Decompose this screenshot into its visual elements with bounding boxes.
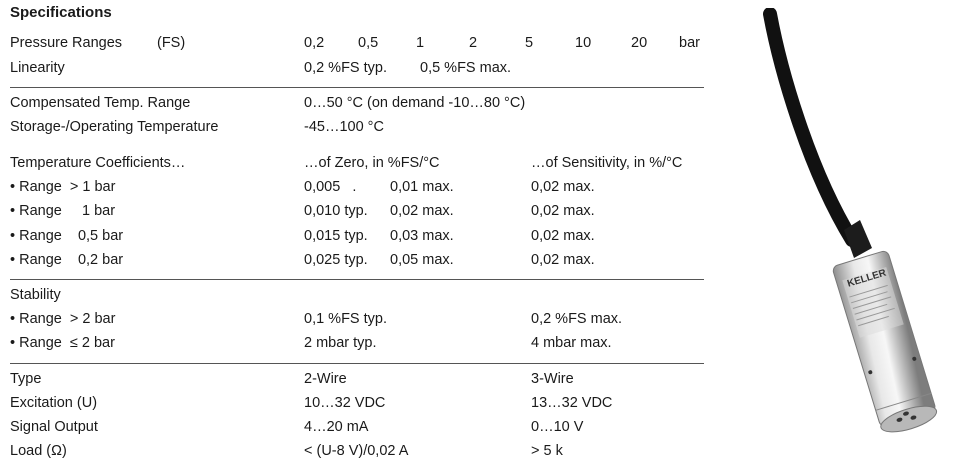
type-label: Type [10, 371, 42, 387]
pressure-unit: bar [679, 35, 700, 51]
excitation-row: Excitation (U) 10…32 VDC 13…32 VDC [10, 395, 710, 417]
type-row: Type 2-Wire 3-Wire [10, 371, 710, 393]
comp-temp-row: Compensated Temp. Range 0…50 °C (on dema… [10, 95, 710, 117]
zero-max: 0,05 max. [390, 252, 454, 268]
pressure-value: 10 [575, 35, 592, 51]
load-2wire: < (U-8 V)/0,02 A [304, 443, 409, 459]
divider [10, 363, 704, 364]
pressure-value: 5 [525, 35, 534, 51]
range-label: • Range 0,5 bar [10, 228, 124, 244]
cable [763, 8, 859, 247]
stability-typ: 2 mbar typ. [304, 335, 377, 351]
sensitivity-max: 0,02 max. [531, 179, 595, 195]
linearity-label: Linearity [10, 60, 65, 76]
storage-temp-row: Storage-/Operating Temperature -45…100 °… [10, 119, 710, 141]
temp-coeff-row: • Range 1 bar 0,010 typ. 0,02 max. 0,02 … [10, 203, 710, 225]
linearity-max: 0,5 %FS max. [420, 60, 512, 76]
type-3wire: 3-Wire [531, 371, 574, 387]
range-label: • Range > 2 bar [10, 311, 116, 327]
pressure-value: 2 [469, 35, 478, 51]
stability-row: • Range > 2 bar 0,1 %FS typ. 0,2 %FS max… [10, 311, 710, 333]
sensitivity-max: 0,02 max. [531, 228, 595, 244]
pressure-fs-label: (FS) [157, 35, 186, 51]
range-label: • Range 1 bar [10, 203, 116, 219]
page-title: Specifications [10, 4, 112, 21]
pressure-value: 0,5 [358, 35, 379, 51]
divider [10, 87, 704, 88]
stability-max: 0,2 %FS max. [531, 311, 623, 327]
storage-temp-label: Storage-/Operating Temperature [10, 119, 219, 135]
temp-coeff-header-row: Temperature Coefficients… …of Zero, in %… [10, 155, 710, 177]
pressure-value: 20 [631, 35, 648, 51]
pressure-ranges-label: Pressure Ranges [10, 35, 123, 51]
pressure-value: 1 [416, 35, 425, 51]
divider [10, 279, 704, 280]
pressure-value: 0,2 [304, 35, 325, 51]
linearity-row: Linearity 0,2 %FS typ. 0,5 %FS max. [10, 60, 710, 82]
signal-output-row: Signal Output 4…20 mA 0…10 V [10, 419, 710, 441]
sensitivity-max: 0,02 max. [531, 252, 595, 268]
temp-coeff-row: • Range 0,5 bar 0,015 typ. 0,03 max. 0,0… [10, 228, 710, 250]
zero-typ: 0,010 typ. [304, 203, 368, 219]
type-2wire: 2-Wire [304, 371, 347, 387]
range-label: • Range > 1 bar [10, 179, 116, 195]
zero-max: 0,02 max. [390, 203, 454, 219]
temp-coeff-row: • Range 0,2 bar 0,025 typ. 0,05 max. 0,0… [10, 252, 710, 274]
load-label: Load (Ω) [10, 443, 67, 459]
pressure-ranges-row: Pressure Ranges (FS) 0,2 0,5 1 2 5 10 20… [10, 35, 710, 57]
linearity-typ: 0,2 %FS typ. [304, 60, 388, 76]
zero-typ: 0,005 . [304, 179, 357, 195]
stability-label: Stability [10, 287, 61, 303]
sensitivity-max: 0,02 max. [531, 203, 595, 219]
stability-max: 4 mbar max. [531, 335, 612, 351]
zero-max: 0,01 max. [390, 179, 454, 195]
comp-temp-label: Compensated Temp. Range [10, 95, 191, 111]
pressure-sensor-image: KELLER [763, 8, 938, 433]
comp-temp-value: 0…50 °C (on demand -10…80 °C) [304, 95, 526, 111]
range-label: • Range ≤ 2 bar [10, 335, 115, 351]
temp-coeff-label: Temperature Coefficients… [10, 155, 186, 171]
signal-output-2wire: 4…20 mA [304, 419, 369, 435]
zero-max: 0,03 max. [390, 228, 454, 244]
signal-output-3wire: 0…10 V [531, 419, 584, 435]
range-label: • Range 0,2 bar [10, 252, 124, 268]
sensor-body: KELLER [832, 250, 938, 433]
sensitivity-header: …of Sensitivity, in %/°C [531, 155, 683, 171]
cable-strain-relief [844, 220, 872, 258]
storage-temp-value: -45…100 °C [304, 119, 384, 135]
signal-output-label: Signal Output [10, 419, 98, 435]
zero-typ: 0,015 typ. [304, 228, 368, 244]
stability-typ: 0,1 %FS typ. [304, 311, 388, 327]
load-3wire: > 5 k [531, 443, 563, 459]
zero-typ: 0,025 typ. [304, 252, 368, 268]
temp-coeff-row: • Range > 1 bar 0,005 . 0,01 max. 0,02 m… [10, 179, 710, 201]
stability-row: • Range ≤ 2 bar 2 mbar typ. 4 mbar max. [10, 335, 710, 357]
excitation-2wire: 10…32 VDC [304, 395, 386, 411]
excitation-3wire: 13…32 VDC [531, 395, 613, 411]
zero-header: …of Zero, in %FS/°C [304, 155, 440, 171]
excitation-label: Excitation (U) [10, 395, 98, 411]
stability-header-row: Stability [10, 287, 710, 309]
load-row: Load (Ω) < (U-8 V)/0,02 A > 5 k [10, 443, 710, 465]
